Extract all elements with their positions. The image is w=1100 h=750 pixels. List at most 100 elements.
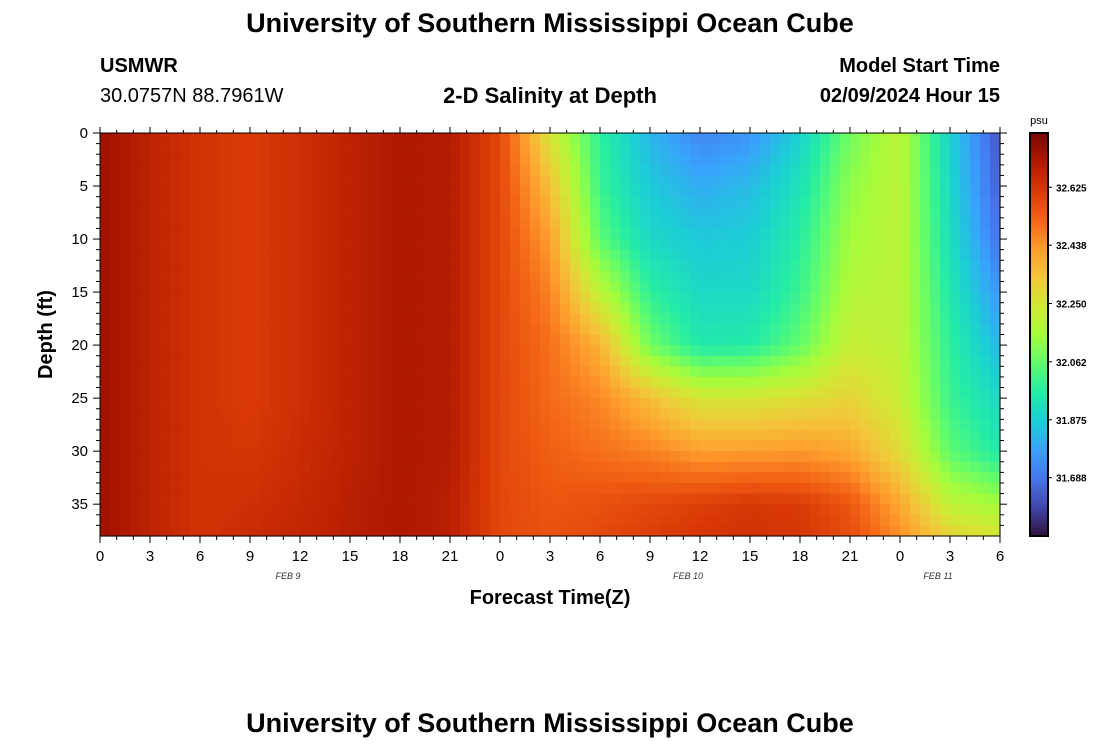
heatmap-cell — [470, 143, 481, 155]
heatmap-cell — [950, 186, 961, 198]
heatmap-cell — [190, 164, 201, 177]
heatmap-cell — [960, 504, 971, 516]
heatmap-cell — [490, 133, 501, 145]
heatmap-cell — [520, 217, 531, 230]
heatmap-cell — [170, 292, 181, 304]
heatmap-cell — [750, 164, 761, 177]
heatmap-cell — [320, 398, 331, 410]
heatmap-cell — [960, 313, 971, 325]
heatmap-cell — [920, 313, 931, 325]
heatmap-cell — [920, 239, 931, 251]
heatmap-cell — [300, 196, 311, 208]
heatmap-cell — [740, 482, 751, 495]
heatmap-cell — [420, 451, 431, 463]
heatmap-cell — [190, 313, 201, 325]
heatmap-cell — [870, 175, 881, 187]
heatmap-cell — [410, 472, 421, 484]
heatmap-cell — [100, 525, 111, 537]
heatmap-cell — [130, 228, 141, 240]
heatmap-cell — [810, 376, 821, 389]
heatmap-cell — [550, 228, 561, 240]
heatmap-cell — [590, 260, 601, 272]
heatmap-cell — [740, 334, 751, 346]
heatmap-cell — [260, 207, 271, 219]
heatmap-cell — [210, 207, 221, 219]
heatmap-cell — [320, 334, 331, 346]
heatmap-cell — [910, 482, 921, 495]
heatmap-cell — [240, 419, 251, 431]
heatmap-cell — [860, 461, 871, 473]
heatmap-cell — [240, 366, 251, 378]
heatmap-cell — [610, 228, 621, 240]
heatmap-cell — [680, 472, 691, 484]
heatmap-cell — [520, 419, 531, 431]
heatmap-cell — [230, 429, 241, 442]
heatmap-cell — [500, 334, 511, 346]
heatmap-cell — [100, 345, 111, 357]
heatmap-cell — [270, 398, 281, 410]
heatmap-cell — [910, 281, 921, 293]
heatmap-cell — [280, 249, 291, 261]
heatmap-cell — [140, 334, 151, 346]
heatmap-cell — [740, 239, 751, 251]
heatmap-cell — [760, 493, 771, 505]
heatmap-cell — [820, 504, 831, 516]
heatmap-cell — [150, 175, 161, 187]
heatmap-cell — [300, 154, 311, 166]
heatmap-cell — [120, 398, 131, 410]
heatmap-cell — [610, 186, 621, 198]
heatmap-cell — [390, 525, 401, 537]
heatmap-cell — [980, 429, 991, 442]
heatmap-cell — [380, 281, 391, 293]
heatmap-cell — [850, 387, 861, 399]
heatmap-cell — [210, 376, 221, 389]
heatmap-cell — [870, 270, 881, 283]
heatmap-cell — [460, 334, 471, 346]
heatmap-cell — [140, 313, 151, 325]
heatmap-cell — [580, 217, 591, 230]
heatmap-cell — [360, 461, 371, 473]
heatmap-cell — [500, 525, 511, 537]
heatmap-cell — [410, 355, 421, 367]
heatmap-cell — [240, 175, 251, 187]
heatmap-cell — [310, 143, 321, 155]
heatmap-cell — [670, 429, 681, 442]
heatmap-cell — [640, 143, 651, 155]
heatmap-cell — [980, 207, 991, 219]
heatmap-cell — [630, 175, 641, 187]
heatmap-cell — [820, 376, 831, 389]
heatmap-cell — [420, 154, 431, 166]
heatmap-cell — [550, 207, 561, 219]
heatmap-cell — [200, 313, 211, 325]
heatmap-cell — [470, 239, 481, 251]
heatmap-cell — [320, 239, 331, 251]
heatmap-cell — [830, 228, 841, 240]
heatmap-cell — [310, 504, 321, 516]
heatmap-cell — [370, 482, 381, 495]
heatmap-cell — [460, 429, 471, 442]
heatmap-cell — [830, 313, 841, 325]
heatmap-cell — [950, 525, 961, 537]
heatmap-cell — [980, 281, 991, 293]
heatmap-cell — [970, 260, 981, 272]
heatmap-cell — [120, 504, 131, 516]
heatmap-cell — [700, 270, 711, 283]
heatmap-cell — [430, 376, 441, 389]
heatmap-cell — [430, 334, 441, 346]
heatmap-cell — [750, 143, 761, 155]
heatmap-cell — [140, 133, 151, 145]
heatmap-cell — [420, 323, 431, 336]
heatmap-cell — [310, 493, 321, 505]
heatmap-cell — [660, 355, 671, 367]
y-tick-label: 30 — [71, 443, 88, 460]
heatmap-cell — [260, 493, 271, 505]
heatmap-cell — [760, 164, 771, 177]
heatmap-cell — [370, 408, 381, 420]
heatmap-cell — [390, 239, 401, 251]
heatmap-cell — [960, 440, 971, 452]
heatmap-cell — [120, 260, 131, 272]
heatmap-cell — [280, 419, 291, 431]
heatmap-cell — [480, 292, 491, 304]
heatmap-cell — [410, 217, 421, 230]
heatmap-cell — [630, 207, 641, 219]
